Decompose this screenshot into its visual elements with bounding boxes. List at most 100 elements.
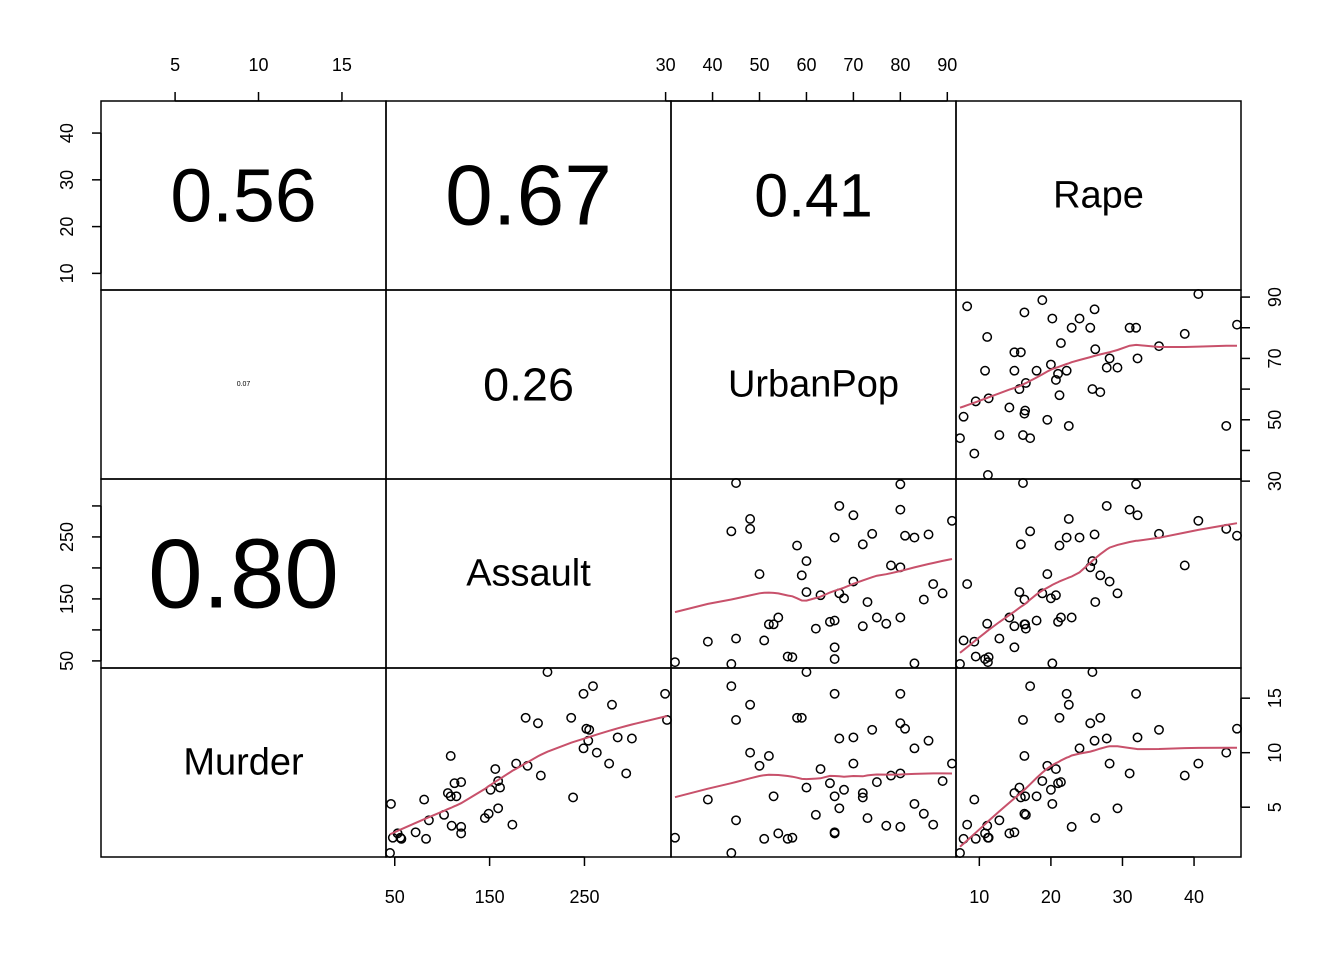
point (980, 828, 991, 839)
point (839, 593, 849, 604)
point (1132, 510, 1143, 521)
point (1042, 414, 1053, 425)
tick-label: 40 (703, 55, 723, 75)
point (947, 515, 957, 526)
point (881, 820, 892, 831)
point (1074, 743, 1085, 754)
tick-label: 250 (569, 887, 599, 907)
point (801, 667, 812, 677)
point (834, 500, 845, 511)
tick-label: 30 (1265, 471, 1285, 491)
point (1037, 776, 1048, 786)
point (670, 657, 680, 668)
point (449, 778, 460, 789)
point (970, 833, 981, 844)
panel-murder-rape (955, 667, 1242, 858)
point (937, 588, 948, 599)
tick-label: 10 (57, 263, 77, 283)
point (969, 794, 980, 805)
point (1009, 827, 1020, 838)
point (848, 510, 859, 521)
point (1050, 374, 1061, 385)
point (726, 659, 737, 669)
point (1020, 791, 1031, 802)
point (1087, 667, 1098, 677)
smoother-line (959, 343, 1238, 409)
point (824, 616, 835, 627)
point (969, 448, 980, 459)
point (1124, 504, 1135, 515)
tick-label: 10 (969, 887, 989, 907)
point (1020, 378, 1031, 388)
tick-label: 5 (170, 55, 180, 75)
panel-murder-urbanpop (670, 667, 957, 858)
point (801, 587, 812, 598)
tick-label: 50 (1265, 410, 1285, 430)
point (900, 723, 911, 734)
point (886, 560, 896, 571)
point (1232, 319, 1242, 330)
point (1042, 569, 1053, 580)
point (782, 833, 793, 844)
scatter-murder-vs-rape (955, 667, 1242, 858)
point (423, 815, 434, 826)
point (445, 791, 456, 802)
point (895, 612, 906, 623)
point (782, 651, 793, 662)
point (1132, 353, 1143, 364)
point (607, 699, 617, 710)
point (970, 651, 981, 662)
point (1101, 733, 1112, 744)
point (829, 688, 840, 699)
point (1221, 420, 1232, 431)
point (533, 718, 543, 729)
point (1090, 813, 1101, 824)
point (670, 832, 680, 843)
point (542, 667, 553, 677)
point (1047, 658, 1058, 669)
point (410, 827, 421, 838)
point (1009, 621, 1020, 632)
tick-label: 30 (1112, 887, 1132, 907)
point (745, 523, 756, 534)
tick-label: 5 (1265, 802, 1285, 812)
point (815, 764, 826, 774)
point (801, 556, 812, 567)
point (1232, 530, 1242, 541)
bottom-axis-assault: 50 150 250 (385, 856, 599, 907)
point (994, 633, 1005, 644)
point (385, 798, 396, 809)
point (493, 803, 504, 814)
point (1104, 758, 1115, 769)
point (801, 782, 812, 793)
point (1019, 808, 1030, 819)
tick-label: 90 (937, 55, 957, 75)
var-label-murder: Murder (183, 742, 304, 784)
point (871, 777, 882, 788)
point (759, 635, 770, 646)
point (928, 579, 939, 589)
tick-label: 90 (1265, 287, 1285, 307)
point (955, 659, 965, 669)
point (1009, 642, 1020, 653)
point (1112, 588, 1123, 599)
tick-label: 10 (1265, 743, 1285, 763)
point (1053, 368, 1064, 379)
point (980, 365, 991, 376)
point (535, 770, 546, 781)
tick-label: 30 (656, 55, 676, 75)
point (745, 699, 756, 710)
point (918, 808, 929, 819)
point (588, 681, 598, 692)
point (1063, 420, 1074, 431)
point (982, 657, 993, 668)
point (923, 735, 934, 746)
point (1031, 365, 1042, 376)
labels-layer: Murder Assault UrbanPop Rape 0.56 0.67 0.41 0.0… (148, 148, 1144, 784)
point (895, 479, 906, 490)
point (1037, 295, 1048, 306)
point (958, 635, 969, 646)
var-label-rape: Rape (1053, 175, 1144, 217)
point (1104, 576, 1115, 587)
point (962, 301, 973, 312)
